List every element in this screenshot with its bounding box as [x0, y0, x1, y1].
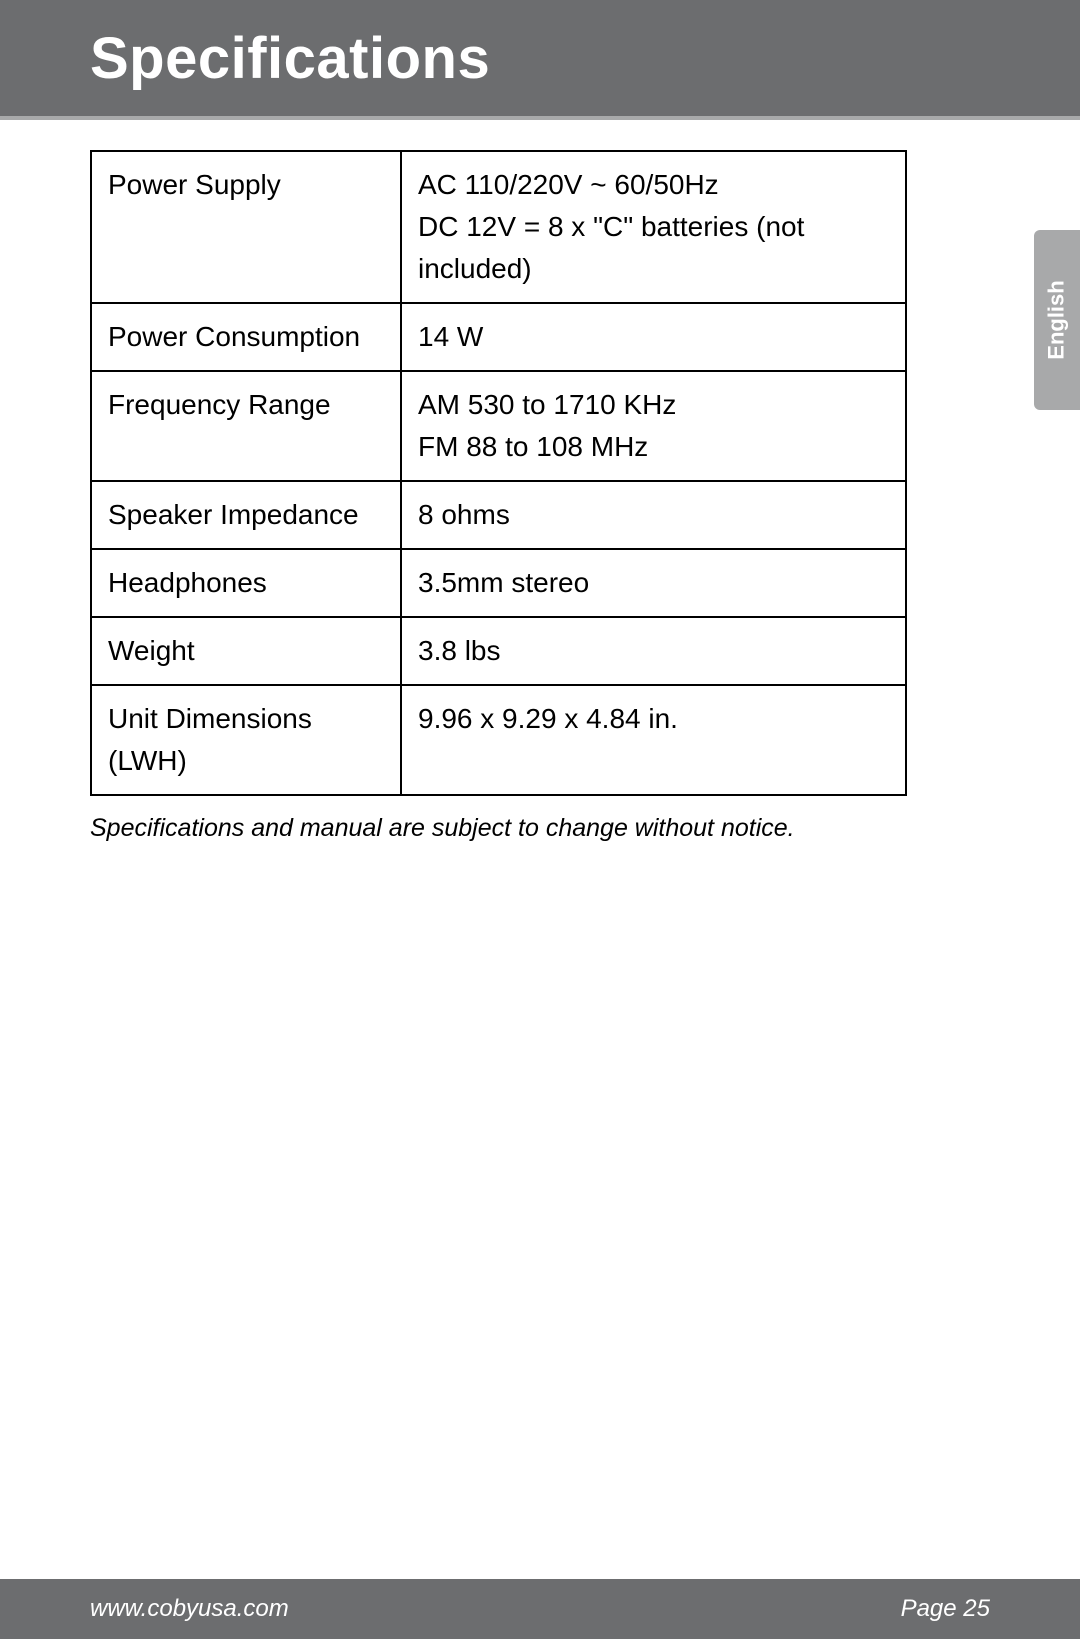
table-row: Weight 3.8 lbs: [91, 617, 906, 685]
spec-value: AC 110/220V ~ 60/50HzDC 12V = 8 x "C" ba…: [401, 151, 906, 303]
spec-value: 8 ohms: [401, 481, 906, 549]
spec-label: Weight: [91, 617, 401, 685]
spec-label: Headphones: [91, 549, 401, 617]
spec-value: 9.96 x 9.29 x 4.84 in.: [401, 685, 906, 795]
spec-label: Speaker Impedance: [91, 481, 401, 549]
spec-label: Power Supply: [91, 151, 401, 303]
language-tab: English: [1034, 230, 1080, 410]
spec-value: 3.8 lbs: [401, 617, 906, 685]
table-row: Power Consumption 14 W: [91, 303, 906, 371]
page-footer: www.cobyusa.com Page 25: [0, 1579, 1080, 1639]
table-row: Speaker Impedance 8 ohms: [91, 481, 906, 549]
footer-url: www.cobyusa.com: [90, 1595, 289, 1623]
spec-label: Unit Dimensions (LWH): [91, 685, 401, 795]
table-body: Power Supply AC 110/220V ~ 60/50HzDC 12V…: [91, 151, 906, 795]
language-tab-label: English: [1044, 280, 1070, 359]
table-row: Power Supply AC 110/220V ~ 60/50HzDC 12V…: [91, 151, 906, 303]
content-area: Power Supply AC 110/220V ~ 60/50HzDC 12V…: [0, 120, 1080, 843]
footer-page-number: Page 25: [901, 1595, 990, 1623]
spec-label: Power Consumption: [91, 303, 401, 371]
spec-value: 14 W: [401, 303, 906, 371]
table-row: Headphones 3.5mm stereo: [91, 549, 906, 617]
table-row: Frequency Range AM 530 to 1710 KHzFM 88 …: [91, 371, 906, 481]
specifications-table: Power Supply AC 110/220V ~ 60/50HzDC 12V…: [90, 150, 907, 796]
spec-value: AM 530 to 1710 KHzFM 88 to 108 MHz: [401, 371, 906, 481]
page-header: Specifications: [0, 0, 1080, 120]
disclaimer-note: Specifications and manual are subject to…: [90, 814, 990, 843]
page-title: Specifications: [90, 25, 490, 92]
table-row: Unit Dimensions (LWH) 9.96 x 9.29 x 4.84…: [91, 685, 906, 795]
spec-value: 3.5mm stereo: [401, 549, 906, 617]
spec-label: Frequency Range: [91, 371, 401, 481]
